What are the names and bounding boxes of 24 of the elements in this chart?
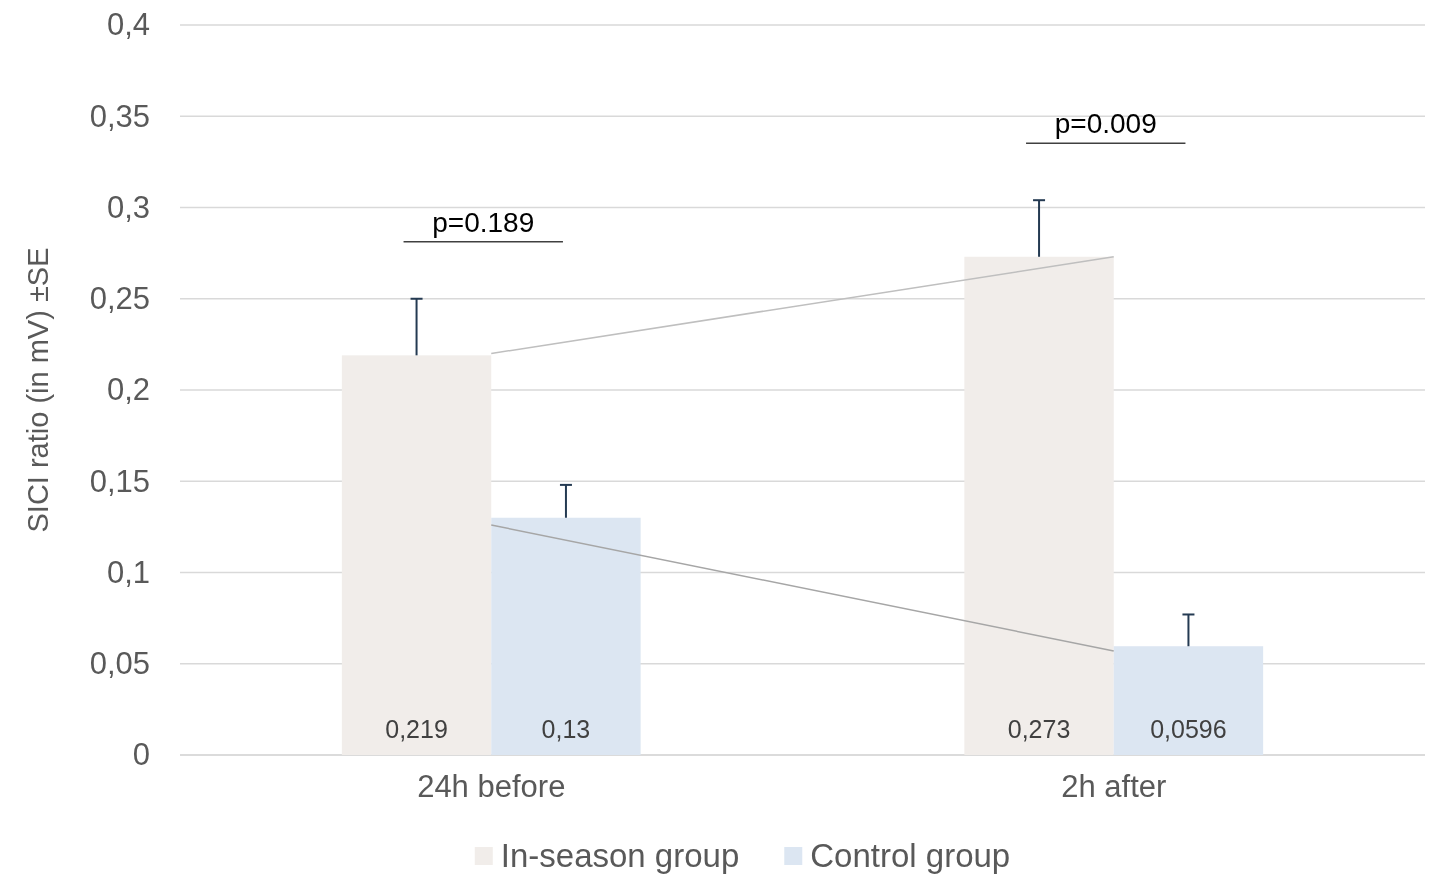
x-tick-label: 2h after [1061,769,1167,805]
data-label: 0,0596 [1150,715,1227,743]
y-tick-label: 0,05 [89,646,150,682]
y-tick-label: 0,35 [89,98,150,134]
bar [1113,646,1264,755]
y-tick-label: 0,25 [89,281,150,317]
annotation: p=0.189 [432,206,535,238]
y-tick-label: 0,15 [89,463,150,499]
data-label: 0,13 [541,715,591,743]
legend-label: In-season group [500,837,740,874]
y-tick-label: 0,2 [106,372,150,408]
y-tick-label: 0,4 [106,7,150,43]
annotation: p=0.009 [1054,108,1157,140]
y-tick-label: 0,3 [106,189,150,225]
bar [341,355,492,755]
bar [491,517,641,755]
data-label: 0,219 [385,715,448,743]
legend-label: Control group [810,837,1011,874]
x-tick-label: 24h before [417,769,566,805]
y-axis-title: SICI ratio (in mV) ±SE [22,247,54,533]
bar [964,256,1114,755]
y-tick-label: 0 [132,737,150,773]
y-tick-label: 0,1 [106,554,150,590]
data-label: 0,273 [1007,715,1071,743]
